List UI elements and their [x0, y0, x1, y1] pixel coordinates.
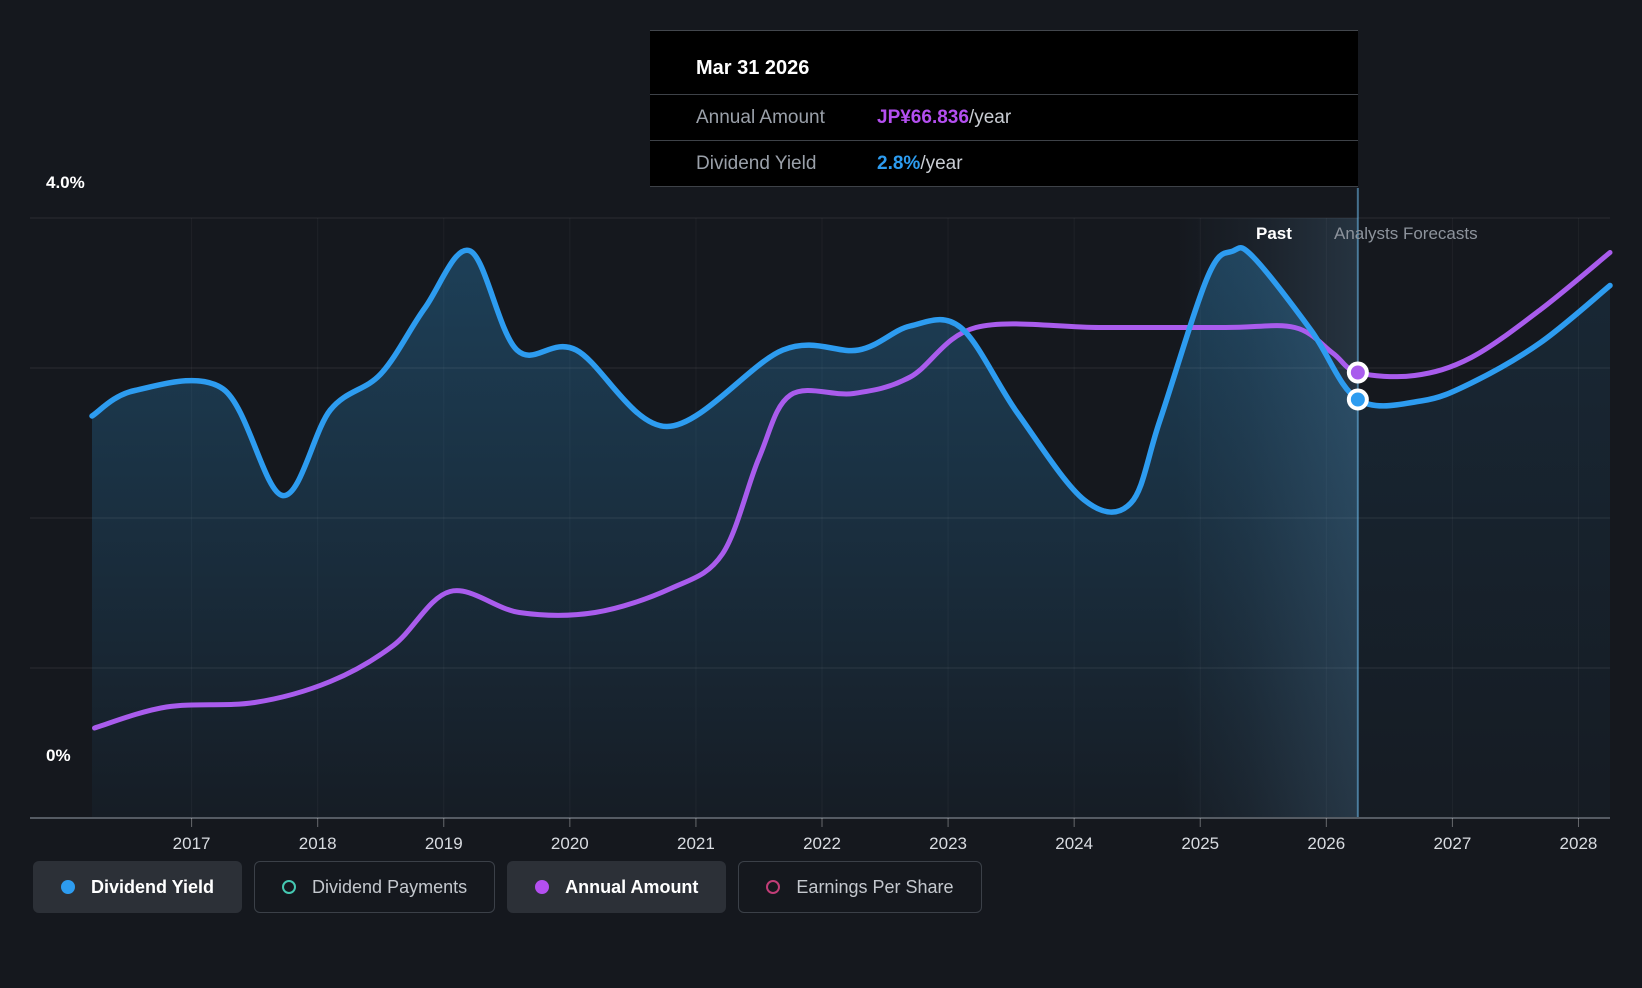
- legend-button-earnings-per-share[interactable]: Earnings Per Share: [738, 861, 982, 913]
- y-axis-label-top: 4.0%: [46, 173, 85, 192]
- x-axis-label: 2017: [172, 834, 211, 853]
- annual-amount-dot-icon: [535, 880, 550, 894]
- x-axis-label: 2019: [424, 834, 463, 853]
- x-axis-label: 2027: [1433, 834, 1472, 853]
- tooltip-row-annual-amount: Annual Amount JP¥66.836/year: [650, 94, 1358, 140]
- legend-button-dividend-yield[interactable]: Dividend Yield: [33, 861, 243, 913]
- annual-amount-marker-dot: [1346, 361, 1369, 384]
- tooltip-label: Dividend Yield: [696, 152, 817, 174]
- x-axis-label: 2024: [1055, 834, 1094, 853]
- x-axis-label: 2022: [803, 834, 841, 853]
- x-axis-label: 2018: [298, 834, 337, 853]
- dividend-yield-marker-dot: [1346, 388, 1369, 411]
- tooltip-suffix: /year: [920, 152, 963, 174]
- dividend-payments-ring-icon: [282, 880, 297, 894]
- legend-button-annual-amount[interactable]: Annual Amount: [507, 861, 727, 913]
- x-axis-label: 2021: [677, 834, 715, 853]
- legend-label: Dividend Payments: [312, 876, 468, 897]
- legend-label: Earnings Per Share: [796, 876, 954, 897]
- hover-highlight-band: [1175, 218, 1358, 818]
- x-axis-label: 2023: [929, 834, 967, 853]
- tooltip-value: 2.8%: [877, 152, 921, 174]
- tooltip-value: JP¥66.836: [877, 106, 969, 128]
- tooltip-row-dividend-yield: Dividend Yield 2.8%/year: [650, 140, 1358, 186]
- tooltip-label: Annual Amount: [696, 106, 825, 128]
- legend-label: Annual Amount: [565, 876, 699, 897]
- y-axis-label-bottom: 0%: [46, 746, 71, 765]
- x-axis-label: 2026: [1307, 834, 1346, 853]
- earnings-per-share-ring-icon: [766, 880, 781, 894]
- x-axis-label: 2028: [1559, 834, 1598, 853]
- x-axis-label: 2020: [550, 834, 589, 853]
- dividend-yield-line: [89, 245, 1613, 515]
- x-axis: 2017 2018 2019 2020 2021 2022 2023 2024 2025 2026…: [0, 834, 1642, 864]
- past-region-label: Past: [1256, 224, 1292, 243]
- legend: Dividend Yield Dividend Payments Annual …: [33, 861, 982, 913]
- forecast-region-label: Analysts Forecasts: [1334, 224, 1478, 243]
- tooltip-suffix: /year: [968, 106, 1012, 128]
- legend-label: Dividend Yield: [91, 876, 215, 897]
- dividend-yield-dot-icon: [61, 880, 75, 894]
- hover-tooltip: Mar 31 2026 Annual Amount JP¥66.836/year…: [650, 30, 1358, 187]
- tooltip-date: Mar 31 2026: [696, 57, 810, 79]
- yield-area-past: [92, 247, 1358, 818]
- legend-button-dividend-payments[interactable]: Dividend Payments: [254, 861, 496, 913]
- x-axis-label: 2025: [1181, 834, 1220, 853]
- yield-area-forecast: [1357, 285, 1610, 818]
